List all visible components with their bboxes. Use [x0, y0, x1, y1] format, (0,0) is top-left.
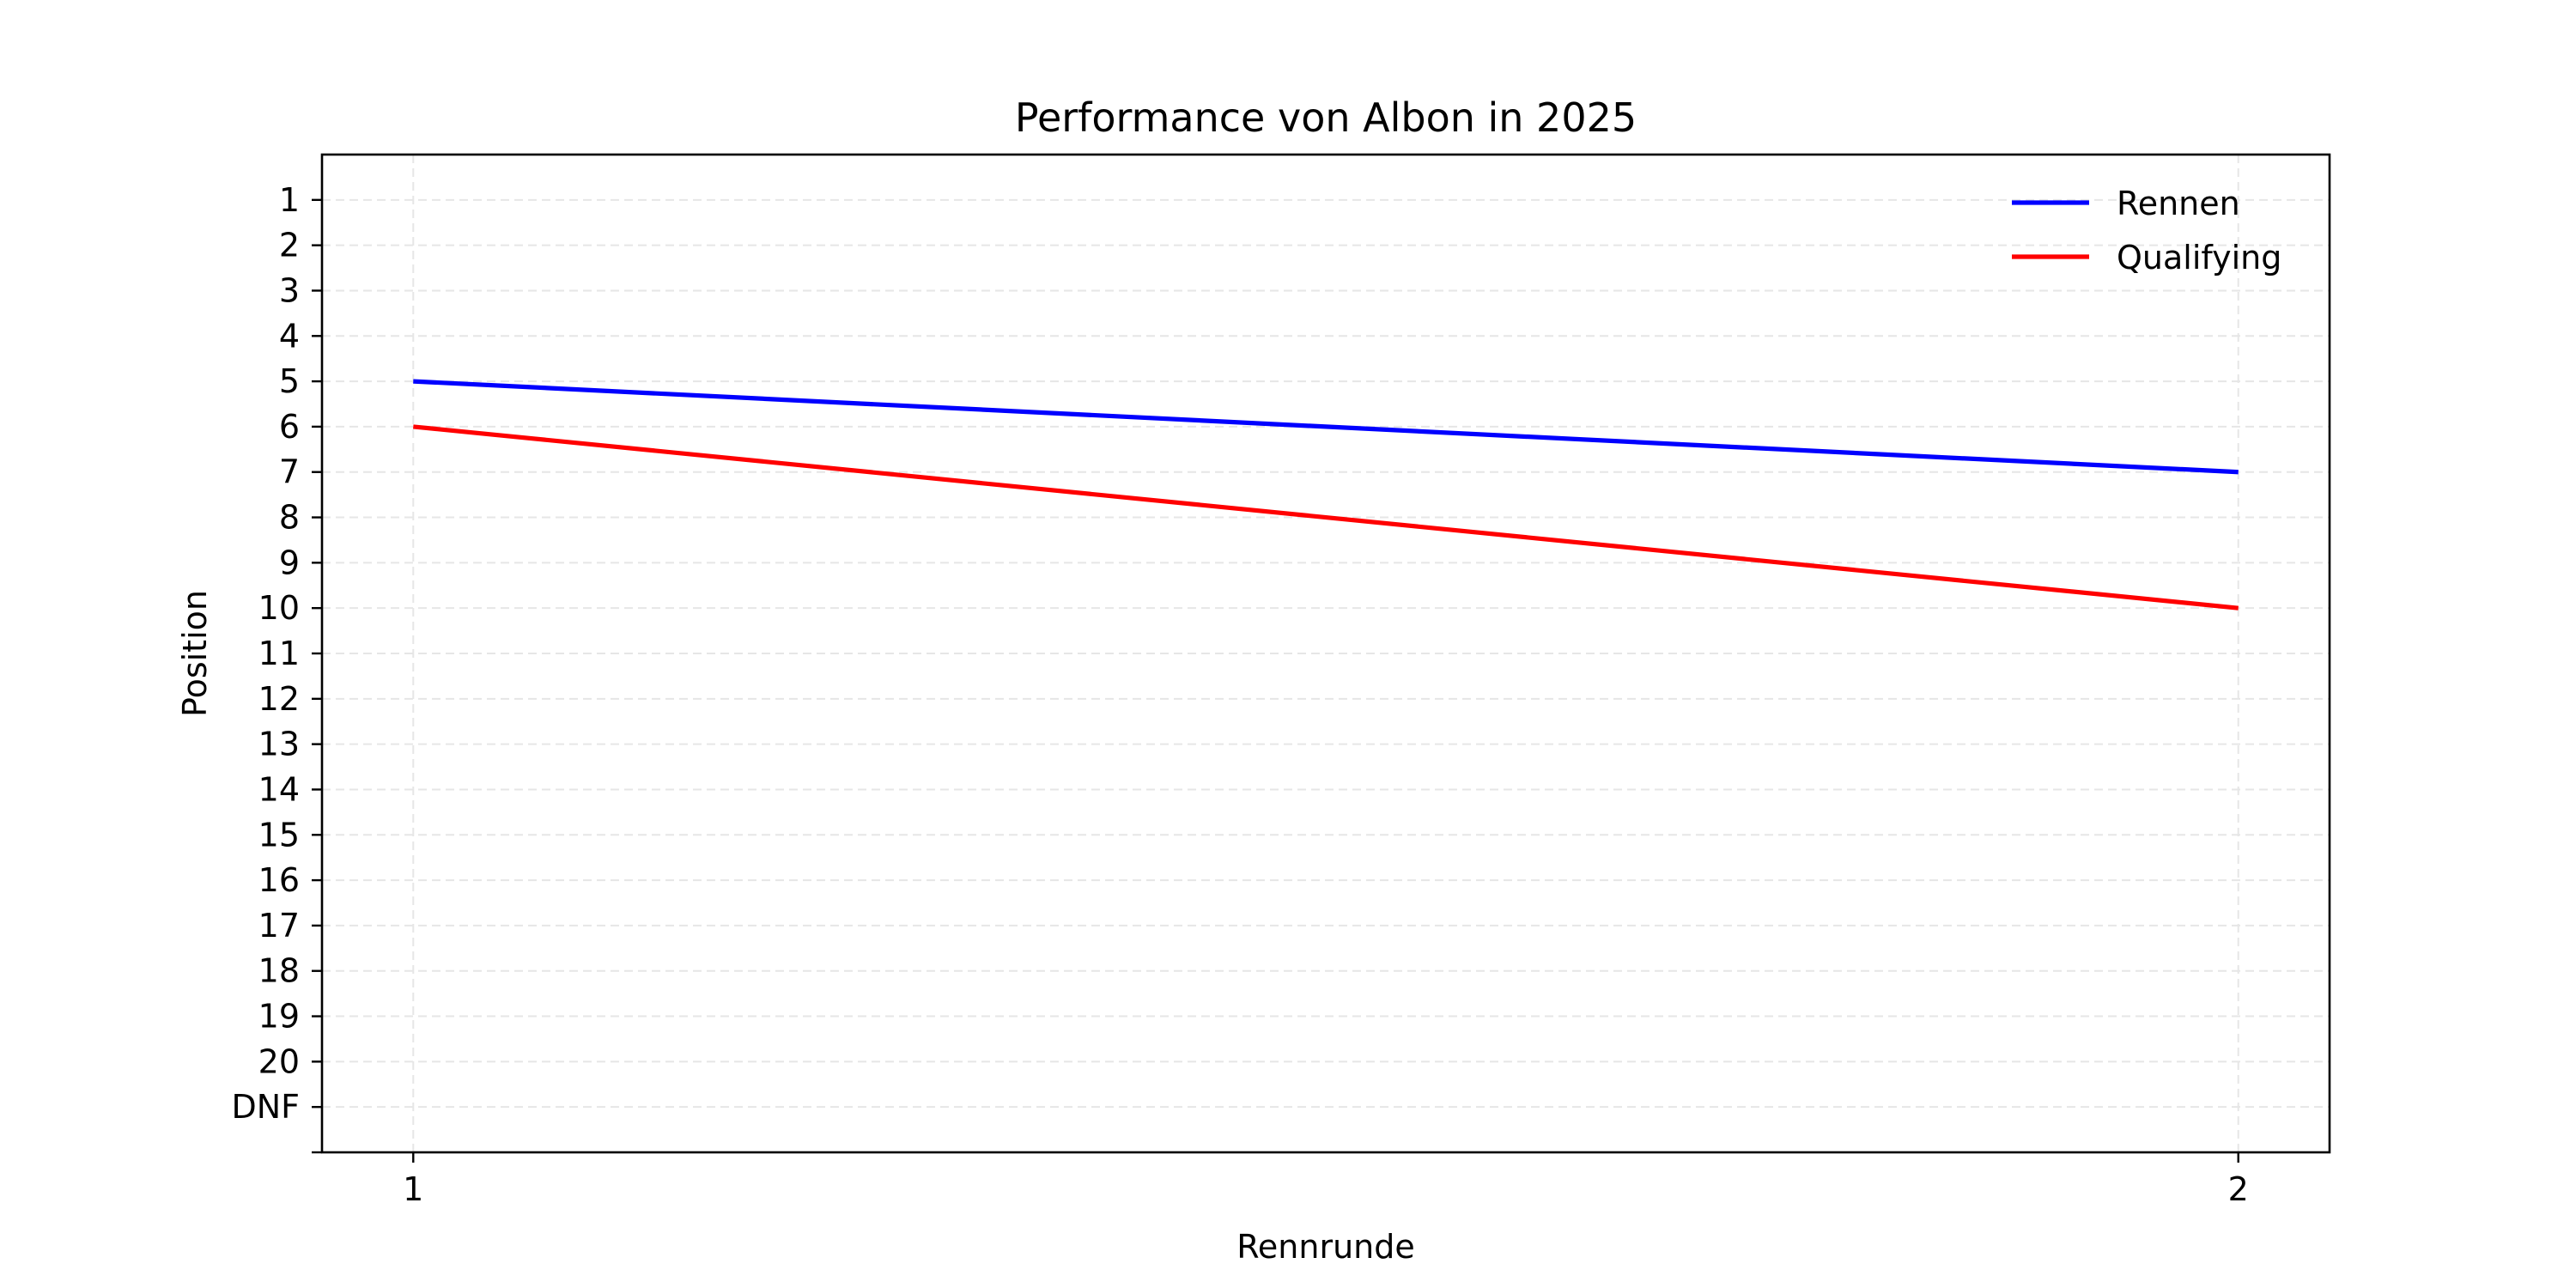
- x-tick-label: 2: [2228, 1170, 2249, 1208]
- x-axis-label: Rennrunde: [1236, 1228, 1415, 1266]
- y-tick-label: 18: [258, 952, 300, 990]
- chart-title: Performance von Albon in 2025: [1015, 94, 1637, 141]
- y-tick-label: 11: [258, 635, 300, 672]
- x-tick-label: 1: [403, 1170, 423, 1208]
- series-line-rennen: [413, 379, 2239, 475]
- y-tick-label: 2: [279, 227, 300, 264]
- y-tick-label: 1: [279, 181, 300, 219]
- grid-lines: [322, 155, 2330, 1152]
- legend-label-rennen: Rennen: [2117, 185, 2240, 222]
- y-tick-label: 19: [258, 998, 300, 1036]
- y-tick-label: 15: [258, 816, 300, 854]
- y-tick-label: 13: [258, 726, 300, 763]
- y-tick-label: 12: [258, 680, 300, 718]
- y-tick-label: 17: [258, 907, 300, 945]
- y-tick-label: 16: [258, 861, 300, 899]
- y-axis-label: Position: [176, 590, 214, 717]
- y-tick-label: 7: [279, 453, 300, 491]
- y-tick-label: 20: [258, 1042, 300, 1080]
- y-tick-label: DNF: [231, 1088, 300, 1126]
- y-tick-label: 5: [279, 362, 300, 400]
- legend-label-qualifying: Qualifying: [2117, 239, 2281, 276]
- legend: Rennen Qualifying: [2012, 185, 2281, 276]
- y-tick-label: 3: [279, 271, 300, 309]
- series-lines: [413, 379, 2239, 611]
- y-tick-label: 6: [279, 408, 300, 446]
- y-tick-label: 9: [279, 544, 300, 581]
- series-line-qualifying: [413, 424, 2239, 611]
- y-tick-label: 4: [279, 317, 300, 355]
- y-tick-label: 10: [258, 589, 300, 627]
- y-tick-label: 8: [279, 499, 300, 537]
- y-tick-label: 14: [258, 770, 300, 808]
